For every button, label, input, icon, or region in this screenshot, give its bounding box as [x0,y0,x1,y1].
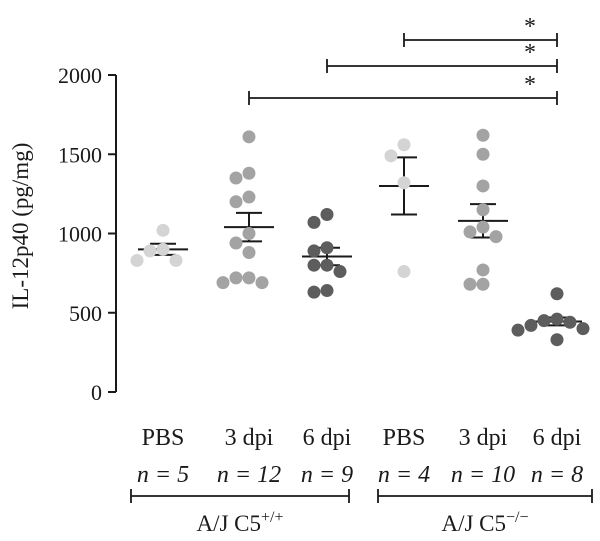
x-group-label: 3 dpi [225,425,274,451]
data-point [242,227,256,240]
data-point [537,314,551,328]
significance-mark: * [524,72,536,98]
data-point [216,276,230,290]
data-point [307,285,321,299]
data-point [384,149,398,163]
data-point [229,195,243,209]
strain-label: A/J C5−/− [441,509,528,536]
data-point [476,179,490,193]
data-point [463,277,477,291]
x-group-label: 6 dpi [533,425,582,451]
x-group-n: n = 9 [301,462,353,488]
x-group-label: PBS [142,425,185,451]
data-point [550,333,564,347]
data-point [563,315,577,329]
x-group-label: 3 dpi [459,425,508,451]
data-point [476,220,490,234]
data-point [320,241,334,255]
data-point [397,176,411,190]
x-axis-labels: PBS n = 5 3 dpi n = 12 6 dpi n = 9 PBS n = 4 3 d… [137,425,583,488]
x-group-n: n = 5 [137,462,189,488]
data-point [576,322,590,336]
data-point [242,166,256,180]
data-points [130,128,590,347]
data-point [489,230,503,244]
data-point [130,253,144,267]
x-group-n: n = 8 [531,462,583,488]
data-point [550,312,564,326]
error-bars [138,156,582,327]
data-point [255,276,269,290]
strain-superscript: +/+ [261,509,284,526]
data-point [307,215,321,229]
significance-mark: * [524,40,536,66]
y-axis: 0 500 1000 1500 2000 [58,63,117,405]
data-point [242,246,256,260]
y-tick-label: 1000 [58,222,102,247]
data-point [169,253,183,267]
data-point [242,271,256,285]
data-point [143,244,157,258]
y-tick-label: 1500 [58,142,102,167]
x-group-n: n = 10 [451,462,515,488]
y-axis-label: IL-12p40 (pg/mg) [8,143,33,310]
data-point [307,258,321,272]
data-point [320,258,334,272]
data-point [156,223,170,237]
strain-label: A/J C5+/+ [196,509,283,536]
x-group-label: PBS [383,425,426,451]
x-group-n: n = 12 [217,462,281,488]
data-point [242,130,256,144]
data-point [229,271,243,285]
data-point [476,203,490,217]
data-point [333,265,347,279]
x-group-label: 6 dpi [303,425,352,451]
data-point [397,265,411,279]
y-tick-label: 500 [69,301,102,326]
data-point [476,147,490,161]
data-point [476,263,490,277]
significance-mark: * [524,14,536,40]
y-tick-label: 0 [91,380,102,405]
strain-brackets: A/J C5+/+ A/J C5−/− [130,489,593,536]
data-point [511,323,525,337]
data-point [229,236,243,250]
data-point [397,138,411,152]
significance-brackets: *** [248,14,558,105]
data-point [463,225,477,239]
data-point [229,171,243,185]
data-point [320,284,334,298]
data-point [156,242,170,256]
data-point [476,277,490,291]
data-point [320,207,334,221]
x-group-n: n = 4 [378,462,430,488]
data-point [476,128,490,142]
data-point [307,244,321,258]
strain-superscript: −/− [506,509,529,526]
data-point [524,318,538,332]
data-point [550,287,564,301]
data-point [242,190,256,204]
y-tick-label: 2000 [58,63,102,88]
